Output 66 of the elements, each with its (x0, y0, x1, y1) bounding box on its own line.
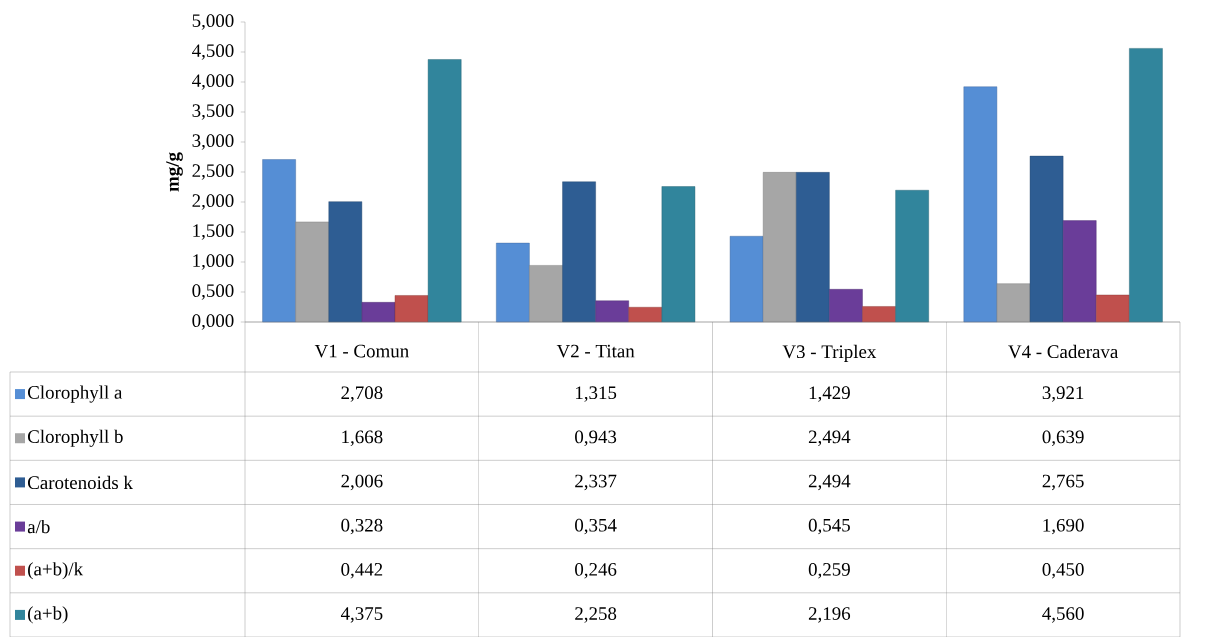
x-tick-label: V3 - Triplex (782, 344, 877, 362)
legend-label: Clorophyll a (27, 385, 123, 403)
data-label: 0,442 (341, 563, 383, 579)
data-label: 0,545 (808, 518, 850, 535)
x-tick-label: V1 - Comun (314, 344, 409, 358)
bar (1062, 220, 1097, 323)
bar (661, 186, 696, 323)
legend-label: a/b (27, 519, 50, 534)
data-label: 2,258 (575, 607, 617, 623)
y-tick-label: 3,500 (192, 104, 234, 120)
data-label: 4,375 (340, 607, 383, 623)
data-label: 1,315 (575, 386, 617, 402)
bar (361, 302, 396, 323)
data-label: 0,328 (341, 518, 383, 535)
data-label: 0,354 (575, 518, 617, 535)
bar (729, 236, 764, 323)
bar (427, 59, 462, 323)
data-label: 2,494 (808, 430, 851, 446)
bar (1029, 155, 1064, 323)
data-label: 0,943 (575, 430, 617, 446)
data-label: 2,337 (575, 474, 617, 491)
bar (628, 307, 663, 323)
y-tick-label: 1,000 (193, 254, 234, 270)
bar (1096, 294, 1130, 323)
bar (862, 306, 896, 323)
y-tick-label: 0,500 (192, 284, 234, 300)
y-tick-label: 0,000 (192, 314, 234, 330)
bar (963, 86, 998, 323)
data-label: 0,639 (1042, 430, 1084, 446)
legend-label: Carotenoids k (27, 475, 133, 490)
y-tick-label: 3,000 (192, 134, 234, 150)
data-label: 2,765 (1042, 474, 1084, 491)
y-axis-title: mg/g (166, 152, 183, 192)
data-label: 2,196 (808, 607, 851, 623)
legend-label: (a+b) (28, 606, 68, 624)
data-label: 1,668 (342, 430, 383, 446)
data-label: 2,006 (341, 474, 383, 491)
x-tick-label: V4 - Caderava (1008, 344, 1119, 359)
y-tick-label: 5,000 (192, 14, 234, 30)
legend-label: (a+b)/k (28, 562, 84, 580)
data-label: 1,429 (809, 386, 850, 402)
x-tick-label: V2 - Titan (556, 344, 635, 358)
data-label: 0,259 (808, 563, 850, 579)
y-tick-label: 1,500 (193, 224, 234, 240)
data-label: 3,921 (1042, 386, 1084, 402)
legend-label: Clorophyll b (27, 429, 123, 447)
y-tick-label: 2,500 (192, 164, 234, 180)
bar (1129, 48, 1163, 323)
bar (595, 300, 629, 323)
bar (394, 295, 429, 323)
bar (895, 190, 929, 323)
data-label: 4,560 (1042, 607, 1084, 623)
bar (562, 181, 596, 323)
data-label: 1,690 (1043, 518, 1084, 535)
bar (328, 201, 363, 323)
data-label: 2,708 (341, 386, 383, 402)
data-label: 0,450 (1042, 563, 1084, 579)
y-tick-label: 4,000 (192, 74, 234, 90)
data-label: 0,246 (575, 563, 617, 579)
y-tick-label: 4,500 (192, 44, 234, 60)
y-tick-label: 2,000 (192, 194, 234, 210)
bar (262, 159, 296, 323)
data-label: 2,494 (808, 474, 851, 491)
bar (496, 242, 530, 323)
bar (796, 172, 830, 323)
bar (829, 289, 863, 323)
